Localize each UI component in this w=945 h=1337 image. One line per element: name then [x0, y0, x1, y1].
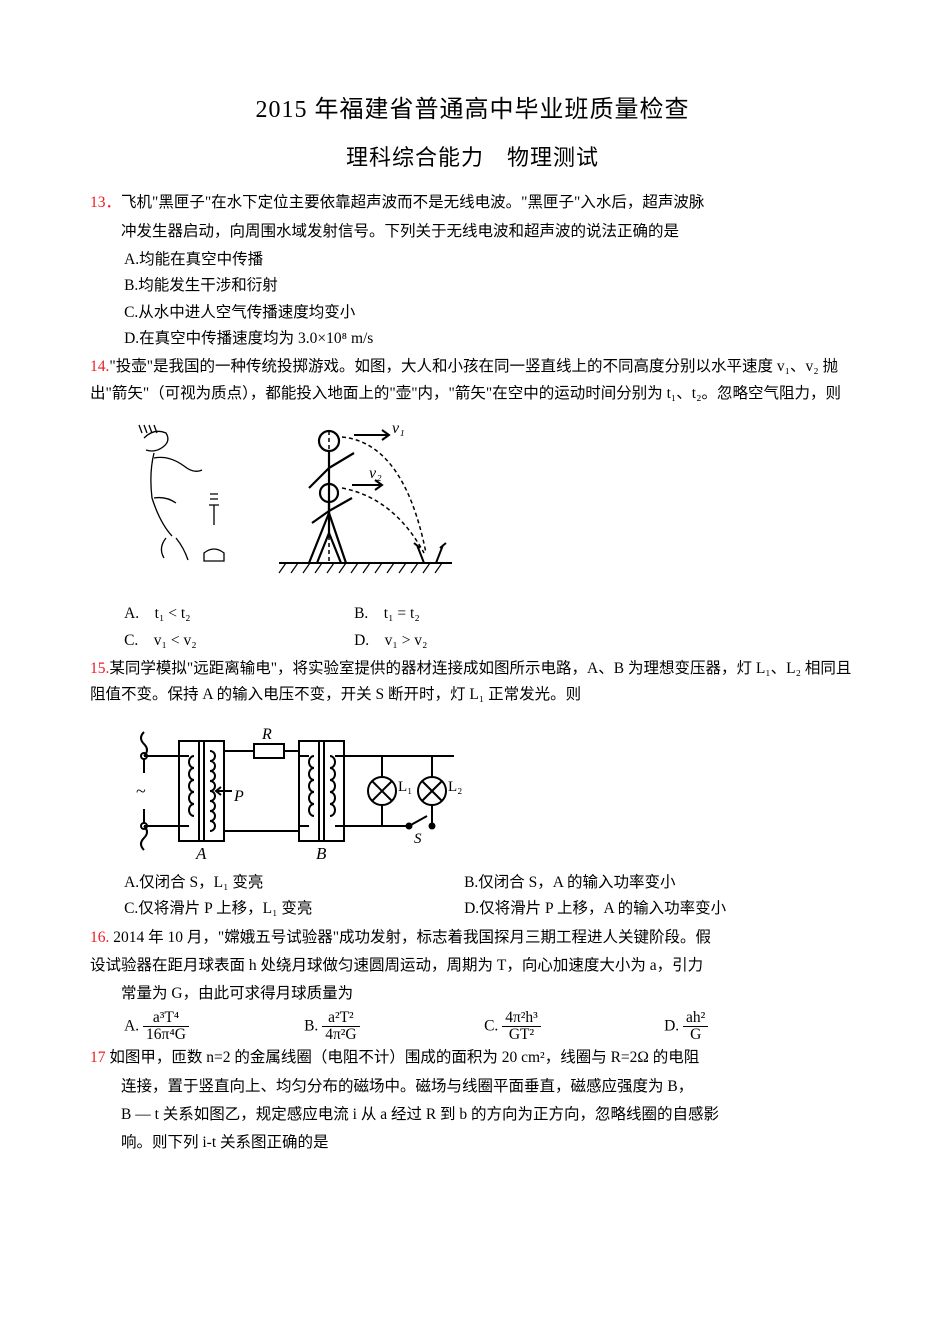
q16-D-den: G [683, 1027, 708, 1043]
pot-icon [414, 543, 446, 563]
q15-stem: 某同学模拟"远距离输电"，将实验室提供的器材连接成如图所示电路，A、B 为理想变… [90, 660, 851, 703]
q15: 15.某同学模拟"远距离输电"，将实验室提供的器材连接成如图所示电路，A、B 为… [90, 656, 855, 709]
q13-D-val: 3.0×10⁸ m/s [298, 330, 373, 347]
q16-C-label: C. [484, 1017, 498, 1034]
ac-symbol: ~ [136, 781, 146, 801]
q14-row2: C. v₁ < v₂ D. v₁ > v₂ [124, 628, 855, 654]
q15-circuit: ~ P R [124, 711, 464, 861]
q16-opt-A: A. a³T⁴16π⁴G [124, 1010, 304, 1044]
q13-num: 13． [90, 194, 121, 211]
q16-B-label: B. [304, 1017, 318, 1034]
lamp-l1-label: L₁ [398, 779, 412, 795]
q16-B-num: a²T² [322, 1010, 359, 1027]
exam-page: 2015 年福建省普通高中毕业班质量检查 理科综合能力 物理测试 13．飞机"黑… [0, 0, 945, 1199]
adult-figure [309, 431, 354, 563]
q16-A-den: 16π⁴G [143, 1027, 189, 1043]
transformer-a-label: A [195, 844, 207, 861]
q17-num: 17 [90, 1049, 106, 1066]
q16-num: 16. [90, 929, 109, 946]
q16-D-num: ah² [683, 1010, 708, 1027]
q13: 13．飞机"黑匣子"在水下定位主要依靠超声波而不是无线电波。"黑匣子"入水后，超… [90, 190, 855, 216]
q16-C-num: 4π²h³ [502, 1010, 541, 1027]
q15-row2: C.仅将滑片 P 上移，L₁ 变亮 D.仅将滑片 P 上移，A 的输入功率变小 [124, 896, 855, 922]
q14-svg: v₁ v₂ [124, 413, 454, 588]
q17-stem-c: B — t 关系如图乙，规定感应电流 i 从 a 经过 R 到 b 的方向为正方… [90, 1102, 855, 1128]
main-title: 2015 年福建省普通高中毕业班质量检查 [90, 90, 855, 131]
ground-hatch [279, 563, 442, 573]
q14: 14."投壶"是我国的一种传统投掷游戏。如图，大人和小孩在同一竖直线上的不同高度… [90, 354, 855, 407]
q13-stem-b: 冲发生器启动，向周围水域发射信号。下列关于无线电波和超声波的说法正确的是 [90, 219, 855, 245]
q13-opt-B: B.均能发生干涉和衍射 [124, 273, 855, 299]
q13-opt-C: C.从水中进人空气传播速度均变小 [124, 300, 855, 326]
q16-A-num: a³T⁴ [143, 1010, 189, 1027]
q14-opt-B: B. t₁ = t₂ [354, 601, 584, 627]
q14-opt-A: A. t₁ < t₂ [124, 601, 354, 627]
switch-s-label: S [414, 831, 422, 847]
q17-stem-b: 连接，置于竖直向上、均匀分布的磁场中。磁场与线圈平面垂直，磁感应强度为 B， [90, 1074, 855, 1100]
v1-label: v₁ [392, 420, 405, 437]
q15-row1: A.仅闭合 S，L₁ 变亮 B.仅闭合 S，A 的输入功率变小 [124, 870, 855, 896]
resistor-label: R [261, 726, 272, 743]
q14-num: 14. [90, 358, 109, 375]
q16-B-den: 4π²G [322, 1027, 359, 1043]
trajectory-2 [342, 488, 424, 553]
q16-stem-a: 2014 年 10 月，"嫦娥五号试验器"成功发射，标志着我国探月三期工程进人关… [109, 929, 711, 946]
q13-opt-D: D.在真空中传播速度均为 3.0×10⁸ m/s [124, 326, 855, 352]
q16-stem-c: 常量为 G，由此可求得月球质量为 [90, 981, 855, 1007]
q15-opt-B: B.仅闭合 S，A 的输入功率变小 [464, 870, 804, 896]
q17-stem-d: 响。则下列 i-t 关系图正确的是 [90, 1130, 855, 1156]
q14-stem: "投壶"是我国的一种传统投掷游戏。如图，大人和小孩在同一竖直线上的不同高度分别以… [90, 358, 841, 401]
q15-opt-A: A.仅闭合 S，L₁ 变亮 [124, 870, 464, 896]
q16-C-den: GT² [502, 1027, 541, 1043]
slider-p-label: P [233, 788, 244, 805]
q13-stem-a: 飞机"黑匣子"在水下定位主要依靠超声波而不是无线电波。"黑匣子"入水后，超声波脉 [121, 194, 704, 211]
sub-title: 理科综合能力 物理测试 [90, 139, 855, 176]
ancient-art [139, 425, 224, 561]
q16-options: A. a³T⁴16π⁴G B. a²T²4π²G C. 4π²h³GT² D. … [124, 1010, 855, 1044]
v1-arrow [354, 430, 389, 440]
q16-D-label: D. [664, 1017, 679, 1034]
lamp-l2-label: L₂ [448, 779, 462, 795]
q15-opt-D: D.仅将滑片 P 上移，A 的输入功率变小 [464, 896, 804, 922]
q16-opt-B: B. a²T²4π²G [304, 1010, 484, 1044]
q13-D-pre: D.在真空中传播速度均为 [124, 330, 298, 347]
q15-num: 15. [90, 660, 109, 677]
transformer-b-label: B [316, 844, 327, 861]
q17-stem-a: 如图甲，匝数 n=2 的金属线圈（电阻不计）围成的面积为 20 cm²，线圈与 … [106, 1049, 700, 1066]
q16-opt-D: D. ah²G [664, 1010, 844, 1044]
q16-opt-C: C. 4π²h³GT² [484, 1010, 664, 1044]
q14-row1: A. t₁ < t₂ B. t₁ = t₂ [124, 601, 855, 627]
v2-label: v₂ [369, 465, 382, 482]
q15-opt-C: C.仅将滑片 P 上移，L₁ 变亮 [124, 896, 464, 922]
q17: 17 如图甲，匝数 n=2 的金属线圈（电阻不计）围成的面积为 20 cm²，线… [90, 1045, 855, 1071]
q14-opt-C: C. v₁ < v₂ [124, 628, 354, 654]
q14-opt-D: D. v₁ > v₂ [354, 628, 584, 654]
projectile-diagram: v₁ v₂ [279, 420, 452, 573]
q14-figure: v₁ v₂ [124, 413, 855, 597]
q16-stem-b: 设试验器在距月球表面 h 处绕月球做匀速圆周运动，周期为 T，向心加速度大小为 … [90, 953, 855, 979]
q13-opt-A: A.均能在真空中传播 [124, 247, 855, 273]
q16-A-label: A. [124, 1017, 139, 1034]
trajectory-1 [342, 437, 426, 553]
q16: 16. 2014 年 10 月，"嫦娥五号试验器"成功发射，标志着我国探月三期工… [90, 925, 855, 951]
